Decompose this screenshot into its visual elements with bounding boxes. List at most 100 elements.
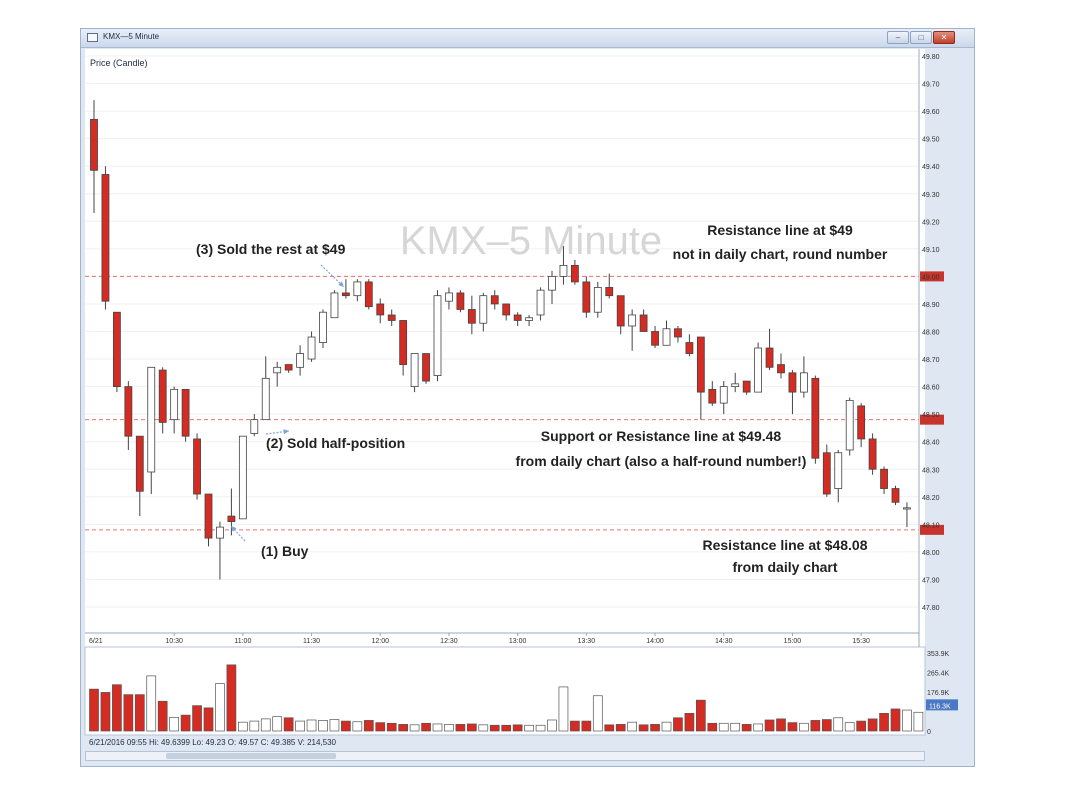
candle-body: [330, 292, 339, 319]
time-tick-label: 14:00: [646, 638, 664, 645]
candle-body: [250, 419, 259, 434]
volume-bar: [134, 694, 145, 732]
candle-body: [788, 372, 797, 393]
price-tick-label: 48.80: [922, 330, 940, 337]
candle-body: [719, 386, 728, 404]
candle-body: [742, 380, 751, 393]
volume-bar: [215, 683, 225, 732]
volume-bar: [192, 705, 202, 732]
volume-bar: [547, 719, 557, 732]
volume-bar: [558, 686, 569, 732]
candle-body: [834, 452, 843, 489]
annotation-arrowhead: [338, 281, 344, 287]
candle-body: [467, 309, 476, 324]
candle-body: [296, 353, 305, 368]
volume-bar: [409, 724, 420, 732]
candle-body: [387, 314, 396, 321]
candle-body: [880, 468, 888, 489]
volume-bar: [799, 722, 809, 732]
annotation-res49-line1: Resistance line at $49: [707, 222, 853, 238]
volume-bar: [123, 694, 134, 732]
scrollbar-thumb[interactable]: [166, 753, 336, 759]
volume-bar: [787, 722, 798, 732]
volume-bar: [856, 720, 867, 732]
volume-bar: [673, 717, 683, 732]
annotation-res49-line2: not in daily chart, round number: [673, 246, 888, 262]
candle-body: [319, 311, 327, 343]
candle-body: [754, 347, 762, 393]
volume-bar: [432, 723, 443, 732]
time-tick-label: 15:30: [852, 638, 870, 645]
volume-bar: [501, 724, 512, 732]
volume-axis: 353.9K 265.4K 176.9K 0 116.3K: [926, 651, 958, 736]
volume-bar: [570, 720, 580, 732]
candle-body: [170, 388, 179, 421]
price-tick-label: 49.20: [922, 219, 940, 226]
volume-bar: [764, 719, 775, 732]
candle-body: [410, 353, 419, 388]
volume-bar: [879, 713, 889, 732]
candle-body: [273, 366, 282, 374]
title-bar[interactable]: KMX—5 Minute – □ ✕: [81, 29, 974, 48]
status-bar: 6/21/2016 09:55 Hi: 49.6399 Lo: 49.23 O:…: [89, 738, 337, 747]
price-panel-label: Price (Candle): [90, 58, 148, 68]
candles: [90, 100, 911, 580]
candle-body: [376, 303, 385, 316]
candle-body: [651, 331, 659, 346]
candle-body: [570, 264, 579, 283]
candle-body: [845, 399, 854, 451]
price-tick-label: 49.00: [922, 274, 940, 281]
volume-bar: [695, 699, 706, 732]
candle-body: [605, 287, 614, 297]
candle-body: [708, 388, 717, 404]
price-tick-label: 49.40: [922, 164, 940, 171]
volume-bar: [718, 722, 729, 732]
level-lines: [85, 271, 944, 535]
candle-body: [433, 295, 442, 376]
price-tick-label: 49.50: [922, 137, 940, 144]
candle-body: [193, 438, 201, 495]
price-tick-label: 48.20: [922, 495, 940, 502]
time-tick-label: 10:30: [165, 638, 183, 645]
candle-body: [822, 452, 831, 495]
volume-bar: [386, 722, 397, 732]
candle-body: [261, 377, 270, 421]
chart-app-icon: [87, 33, 98, 42]
horizontal-scrollbar[interactable]: [85, 751, 925, 761]
close-button[interactable]: ✕: [933, 31, 955, 44]
candle-body: [696, 336, 705, 393]
annotation-buy: (1) Buy: [261, 543, 309, 559]
volume-bar: [753, 723, 763, 732]
volume-bar: [821, 719, 832, 732]
volume-bar: [238, 721, 248, 732]
volume-bar: [260, 718, 271, 732]
price-tick-label: 48.60: [922, 385, 940, 392]
annotation-arrow: [320, 264, 345, 288]
time-tick-label: 13:30: [578, 638, 596, 645]
maximize-button[interactable]: □: [910, 31, 932, 44]
volume-bar: [902, 709, 912, 732]
candle-body: [238, 435, 247, 520]
candle-body: [548, 275, 556, 291]
level-price-tag: [920, 414, 944, 425]
volume-bar: [157, 700, 168, 732]
volume-bar: [524, 724, 534, 732]
volume-bar: [867, 718, 878, 732]
price-tick-label: 49.70: [922, 82, 940, 89]
volume-last-tag: [926, 699, 958, 711]
volume-bar: [249, 720, 260, 732]
volume-bar: [375, 722, 386, 732]
time-tick-label: 11:00: [234, 638, 251, 645]
volume-bar: [180, 714, 191, 732]
annotation-sold-half: (2) Sold half-position: [266, 435, 405, 451]
candle-body: [216, 526, 224, 539]
candle-body: [685, 342, 694, 354]
candle-body: [800, 372, 808, 393]
annotation-res4808-line2: from daily chart: [732, 559, 837, 575]
candle-body: [490, 295, 499, 305]
minimize-button[interactable]: –: [887, 31, 909, 44]
volume-bar: [489, 724, 500, 732]
candle-body: [113, 311, 121, 387]
price-tick-label: 47.80: [922, 605, 940, 612]
candle-body: [582, 281, 591, 313]
